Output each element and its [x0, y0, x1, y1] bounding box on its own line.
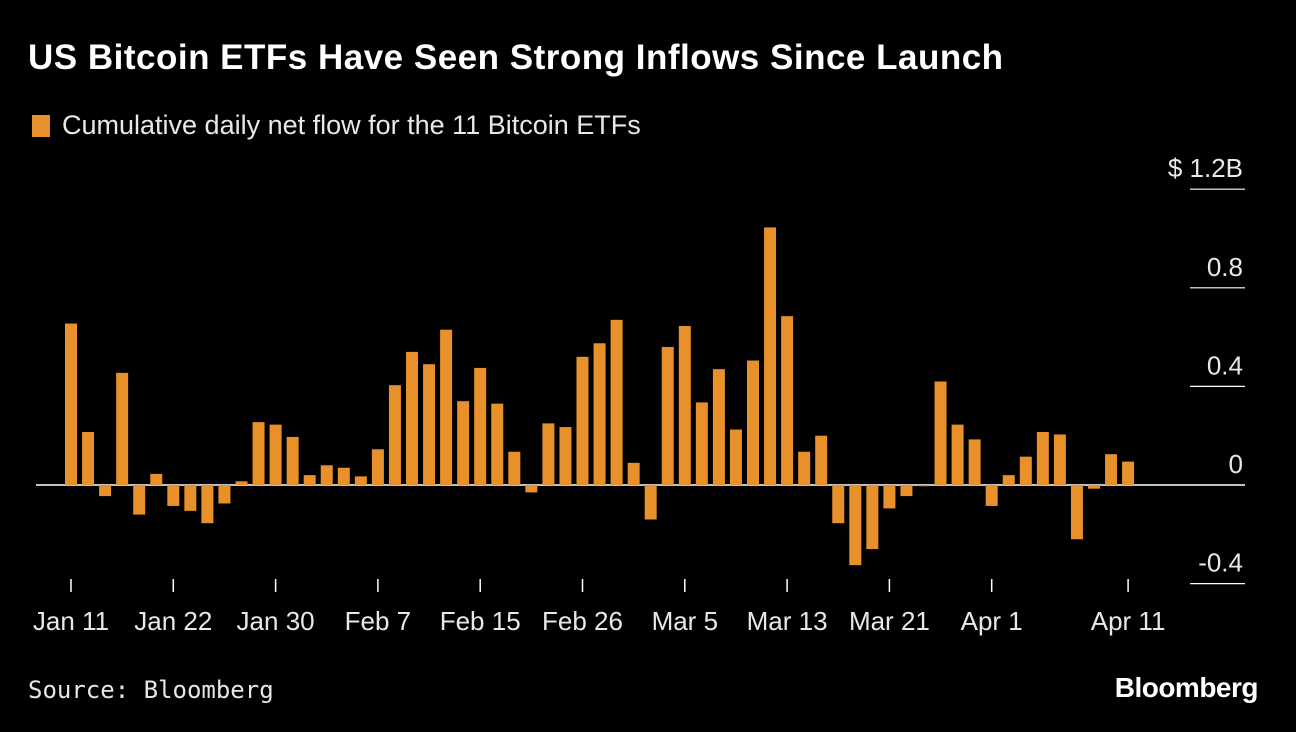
x-tick-label: Feb 26 [542, 606, 623, 636]
bar [542, 423, 555, 485]
bar [951, 424, 964, 485]
bar [781, 316, 794, 485]
bar [900, 485, 913, 497]
bar [866, 485, 879, 550]
x-tick-label: Jan 30 [237, 606, 315, 636]
legend: Cumulative daily net flow for the 11 Bit… [32, 110, 641, 141]
bar [354, 476, 367, 485]
bar [747, 360, 759, 485]
bar [371, 449, 384, 485]
x-tick-label: Mar 13 [747, 606, 828, 636]
bar [269, 424, 282, 485]
bar [491, 403, 504, 485]
x-tick-label: Jan 11 [33, 606, 109, 636]
bar [252, 422, 265, 485]
bar [167, 485, 180, 506]
bar [303, 475, 316, 485]
bar [406, 351, 418, 485]
bar [184, 485, 197, 511]
bar [661, 346, 674, 485]
bar [337, 467, 350, 485]
bar [1036, 432, 1049, 485]
legend-swatch [32, 114, 50, 137]
bar [985, 485, 998, 506]
x-tick-label: Feb 7 [345, 606, 412, 636]
bar [1002, 475, 1015, 485]
bar [678, 326, 691, 485]
bar [815, 435, 828, 485]
bar [729, 429, 742, 485]
chart-title: US Bitcoin ETFs Have Seen Strong Inflows… [28, 38, 1004, 77]
bar [559, 427, 572, 485]
bar [65, 323, 77, 485]
bloomberg-logo: Bloomberg [1114, 672, 1259, 703]
bar [1019, 456, 1032, 485]
bar [1070, 485, 1083, 540]
bar [82, 432, 95, 485]
bar [610, 319, 623, 485]
bar [934, 381, 947, 485]
bar [576, 356, 589, 485]
bar [883, 485, 896, 509]
bar [116, 372, 129, 485]
bar [695, 402, 708, 485]
bar [1053, 434, 1066, 485]
bar [849, 485, 862, 566]
y-tick-label: 0 [1229, 449, 1243, 479]
bars [65, 227, 1135, 566]
bar [593, 343, 606, 485]
bar [235, 481, 248, 485]
bar [1088, 485, 1100, 489]
x-tick-label: Apr 11 [1091, 606, 1166, 636]
x-axis: Jan 11 Jan 22 Jan 30 Feb 7 Feb 15 Feb 26 Mar 5… [33, 579, 1166, 636]
bar [712, 369, 725, 485]
bar [320, 465, 333, 485]
bar [457, 401, 470, 485]
bar [440, 329, 453, 485]
y-tick-label: $ 1.2B [1168, 153, 1243, 183]
legend-label: Cumulative daily net flow for the 11 Bit… [62, 110, 641, 140]
y-tick-label: -0.4 [1198, 548, 1243, 578]
bar [525, 485, 538, 493]
bar [99, 485, 112, 497]
y-tick-label: 0.4 [1207, 350, 1243, 380]
source-note: Source: Bloomberg [28, 676, 274, 704]
bar [832, 485, 845, 524]
bar [764, 227, 777, 485]
bar [150, 473, 163, 485]
x-tick-label: Mar 5 [652, 606, 718, 636]
bar [423, 364, 436, 485]
x-tick-label: Apr 1 [961, 606, 1023, 636]
x-tick-label: Feb 15 [440, 606, 521, 636]
x-tick-label: Jan 22 [134, 606, 212, 636]
bar [201, 485, 214, 524]
bar [627, 462, 640, 485]
bar [474, 367, 487, 485]
bar [1122, 461, 1135, 485]
y-tick-label: 0.8 [1207, 252, 1243, 282]
bar [968, 439, 981, 485]
bar [286, 436, 299, 485]
bar [644, 485, 657, 520]
x-tick-label: Mar 21 [849, 606, 930, 636]
bar [218, 485, 231, 504]
y-axis: $ 1.2B 0.8 0.4 0 -0.4 [36, 153, 1245, 585]
bar [508, 451, 521, 485]
bar [917, 485, 930, 487]
bar [133, 485, 146, 515]
bar [1105, 454, 1118, 485]
bar [388, 385, 401, 485]
bar [798, 451, 811, 485]
